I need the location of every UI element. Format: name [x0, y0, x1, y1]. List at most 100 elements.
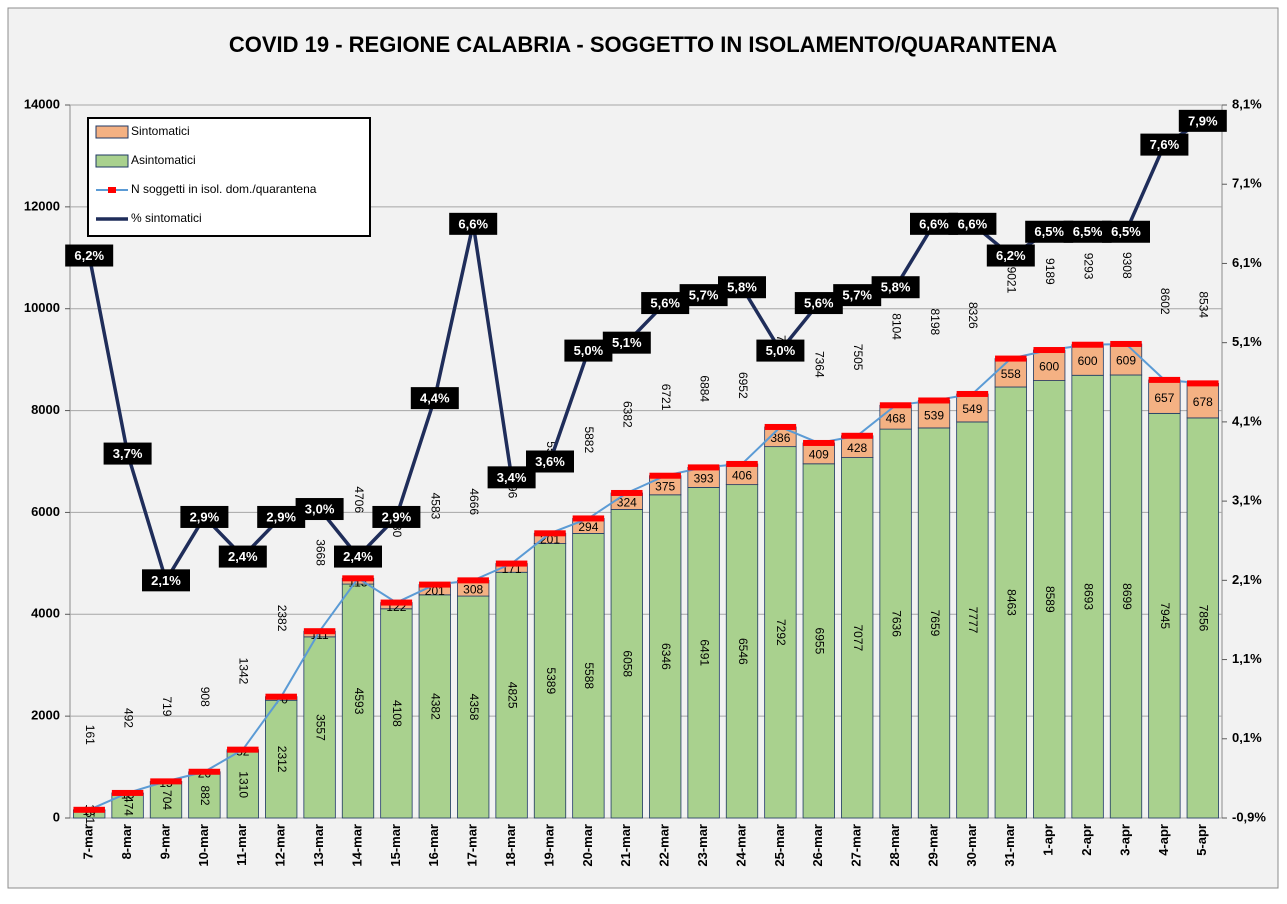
- point-marker: [726, 460, 758, 467]
- point-label: 3,0%: [305, 501, 335, 516]
- bar: [303, 636, 336, 819]
- y2-tick-label: 7,1%: [1232, 176, 1262, 191]
- point-label: 5,8%: [881, 280, 911, 295]
- label-box: [986, 244, 1035, 267]
- label-box: [372, 505, 421, 528]
- legend-label: Sintomatici: [131, 124, 190, 138]
- bar-label: 3557: [313, 714, 327, 741]
- y-tick-label: 2000: [31, 708, 60, 723]
- bar-label: 4358: [467, 694, 481, 721]
- x-tick-label: 8-mar: [119, 824, 134, 859]
- point-label: 7505: [851, 344, 865, 371]
- point-marker: [1148, 376, 1181, 383]
- point-label: 4,4%: [420, 391, 450, 406]
- label-box: [564, 339, 613, 362]
- bar-label: 7077: [851, 624, 865, 651]
- x-tick-label: 1-apr: [1041, 824, 1056, 856]
- bar-label: 4593: [352, 688, 366, 715]
- bar: [994, 386, 1027, 819]
- point-marker: [419, 581, 451, 588]
- point-label: 8326: [966, 302, 980, 329]
- point-label: 8104: [889, 313, 903, 340]
- y2-tick-label: 0,1%: [1232, 730, 1262, 745]
- point-label: 6952: [736, 372, 750, 399]
- bar: [341, 583, 375, 819]
- point-label: 3,7%: [113, 446, 143, 461]
- x-tick-label: 11-mar: [234, 824, 249, 866]
- point-label: 9293: [1081, 253, 1095, 280]
- point-marker: [995, 355, 1027, 362]
- bar: [956, 393, 989, 423]
- y2-tick-label: -0,9%: [1232, 809, 1266, 824]
- bar-label: 4825: [505, 682, 519, 709]
- chart-title: COVID 19 - REGIONE CALABRIA - SOGGETTO I…: [229, 32, 1057, 57]
- point-label: 6382: [621, 401, 635, 428]
- point-marker: [188, 768, 221, 775]
- point-label: 908: [198, 687, 212, 707]
- point-marker: [265, 693, 297, 700]
- legend-label: N soggetti in isol. dom./quarantena: [131, 182, 317, 196]
- x-tick-label: 3-apr: [1117, 824, 1132, 856]
- point-marker: [495, 560, 528, 567]
- label-box: [910, 212, 958, 235]
- bar: [1071, 374, 1104, 819]
- y2-tick-label: 4,1%: [1232, 413, 1262, 428]
- bar-label: 7659: [928, 610, 942, 637]
- point-marker: [1187, 380, 1219, 387]
- x-tick-label: 16-mar: [426, 824, 441, 867]
- x-tick-label: 5-apr: [1194, 824, 1209, 856]
- bar: [1148, 412, 1181, 819]
- legend-swatch: [95, 154, 129, 168]
- point-label: 5,7%: [689, 288, 719, 303]
- bar-label: 600: [1078, 354, 1098, 368]
- label-box: [218, 545, 267, 568]
- label-box: [641, 292, 690, 315]
- label-box: [1063, 220, 1112, 243]
- bar: [1109, 374, 1143, 819]
- label-box: [948, 212, 997, 235]
- bar-label: 406: [732, 468, 752, 482]
- point-label: 2,9%: [266, 509, 296, 524]
- point-label: 7,6%: [1150, 137, 1180, 152]
- bar-label: 678: [1193, 395, 1213, 409]
- bar: [188, 772, 221, 819]
- label-box: [65, 244, 114, 267]
- legend-label: % sintomatici: [131, 211, 202, 225]
- point-label: 2382: [275, 605, 289, 632]
- x-tick-label: 14-mar: [349, 824, 364, 867]
- legend-marker: [108, 187, 116, 193]
- point-marker: [1071, 341, 1104, 348]
- bar-label: 428: [847, 441, 867, 455]
- point-label: 9189: [1043, 258, 1057, 285]
- x-tick-label: 26-mar: [810, 824, 825, 867]
- y2-tick-label: 3,1%: [1232, 493, 1262, 508]
- point-label: 5,6%: [804, 295, 834, 310]
- bar-label: 6058: [621, 650, 635, 677]
- point-label: 5882: [582, 426, 596, 453]
- point-label: 8602: [1158, 288, 1172, 315]
- y-tick-label: 10000: [24, 300, 60, 315]
- label-box: [1025, 220, 1074, 243]
- legend: Sintomatici Asintomatici N soggetti in iso…: [87, 117, 371, 237]
- label-box: [257, 505, 306, 528]
- point-label: 1342: [237, 658, 251, 685]
- bar-label: 7777: [966, 607, 980, 634]
- point-label: 5,1%: [612, 335, 642, 350]
- point-label: 6,2%: [996, 248, 1026, 263]
- point-label: 8534: [1197, 291, 1211, 318]
- label-box: [295, 498, 344, 521]
- point-marker: [342, 575, 374, 582]
- bar: [418, 594, 451, 819]
- bar: [917, 400, 951, 429]
- bar-label: 549: [962, 402, 982, 416]
- point-marker: [649, 472, 681, 479]
- point-marker: [534, 530, 566, 537]
- point-label: 3,6%: [535, 454, 565, 469]
- point-marker: [879, 402, 912, 409]
- bar-label: 600: [1039, 359, 1059, 373]
- point-label: 5,0%: [574, 343, 604, 358]
- x-tick-label: 29-mar: [925, 824, 940, 867]
- point-label: 6,5%: [1111, 224, 1141, 239]
- y-tick-label: 6000: [31, 504, 60, 519]
- bar-label: 539: [924, 408, 944, 422]
